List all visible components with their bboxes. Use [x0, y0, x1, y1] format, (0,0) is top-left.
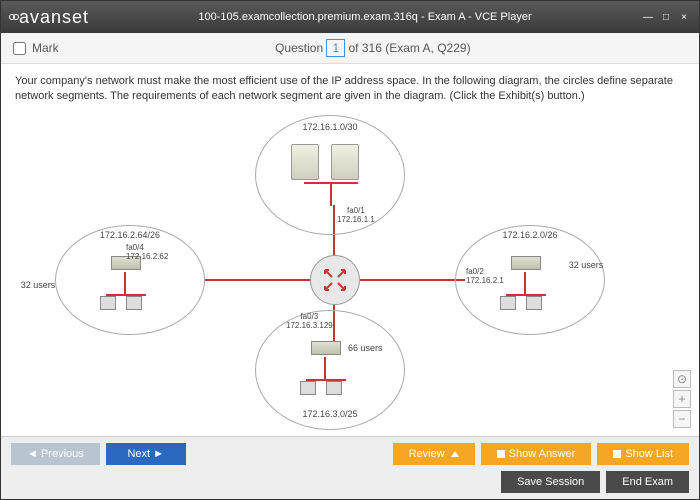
zoom-reset-button[interactable]: ⊙ [673, 370, 691, 388]
zoom-in-button[interactable]: + [673, 390, 691, 408]
window-title: 100-105.examcollection.premium.exam.316q… [89, 11, 641, 23]
pc-icon [526, 296, 542, 310]
app-window: avanset 100-105.examcollection.premium.e… [0, 0, 700, 500]
next-button[interactable]: Next ► [106, 443, 186, 465]
question-number: 1 [326, 39, 345, 57]
pc-icon [300, 381, 316, 395]
end-exam-button[interactable]: End Exam [606, 471, 689, 493]
users-left: 32 users [8, 280, 68, 290]
show-list-button[interactable]: Show List [597, 443, 689, 465]
question-text: Your company's network must make the mos… [15, 74, 685, 105]
wire-left [205, 279, 310, 281]
subnet-top: 172.16.1.0/30 [256, 122, 404, 132]
close-button[interactable]: × [677, 10, 691, 24]
pc-icon [326, 381, 342, 395]
segment-left: 172.16.2.64/26 fa0/4172.16.2.62 32 users [55, 225, 205, 335]
logo: avanset [9, 7, 89, 28]
session-row: Save Session End Exam [11, 471, 689, 493]
wire [524, 272, 526, 296]
mark-checkbox[interactable] [13, 42, 26, 55]
switch-icon [311, 341, 341, 355]
zoom-controls: ⊙ + − [673, 370, 691, 428]
wire [330, 182, 332, 206]
titlebar: avanset 100-105.examcollection.premium.e… [1, 1, 699, 33]
wire [124, 272, 126, 296]
question-bar: Mark Question 1 of 316 (Exam A, Q229) [1, 33, 699, 64]
question-label: Question [275, 41, 323, 55]
users-right: 32 users [556, 260, 616, 270]
content-area: Your company's network must make the mos… [1, 64, 699, 436]
window-controls: — □ × [641, 10, 691, 24]
question-indicator: Question 1 of 316 (Exam A, Q229) [59, 41, 687, 55]
pc-icon [100, 296, 116, 310]
switch-icon [511, 256, 541, 270]
show-answer-button[interactable]: Show Answer [481, 443, 592, 465]
server-icon [331, 144, 359, 180]
bottom-bar: ◄ Previous Next ► Review Show Answer Sho… [1, 436, 699, 499]
minimize-button[interactable]: — [641, 10, 655, 24]
previous-button[interactable]: ◄ Previous [11, 443, 100, 465]
segment-right: 172.16.2.0/26 fa0/2172.16.2.1 32 users [455, 225, 605, 335]
pc-icon [500, 296, 516, 310]
maximize-button[interactable]: □ [659, 10, 673, 24]
logo-text: avanset [19, 7, 89, 28]
users-bottom: 66 users [348, 343, 408, 353]
segment-top: 172.16.1.0/30 [255, 115, 405, 235]
pc-icon [126, 296, 142, 310]
save-session-button[interactable]: Save Session [501, 471, 600, 493]
subnet-right: 172.16.2.0/26 [456, 230, 604, 240]
segment-bottom: fa0/3172.16.3.129 66 users 172.16.3.0/25 [255, 310, 405, 430]
review-button[interactable]: Review [393, 443, 475, 465]
mark-label: Mark [32, 41, 59, 55]
network-diagram: 172.16.1.0/30 fa0/1172.16.1.1 172.16.2.6… [15, 115, 685, 415]
wire-right [360, 279, 465, 281]
router-icon [310, 255, 360, 305]
wire [324, 357, 326, 381]
nav-row: ◄ Previous Next ► Review Show Answer Sho… [11, 443, 689, 465]
subnet-left: 172.16.2.64/26 [56, 230, 204, 240]
interface-top: fa0/1172.16.1.1 [337, 207, 375, 225]
subnet-bottom: 172.16.3.0/25 [256, 409, 404, 419]
question-total: of 316 (Exam A, Q229) [349, 41, 471, 55]
zoom-out-button[interactable]: − [673, 410, 691, 428]
server-icon [291, 144, 319, 180]
